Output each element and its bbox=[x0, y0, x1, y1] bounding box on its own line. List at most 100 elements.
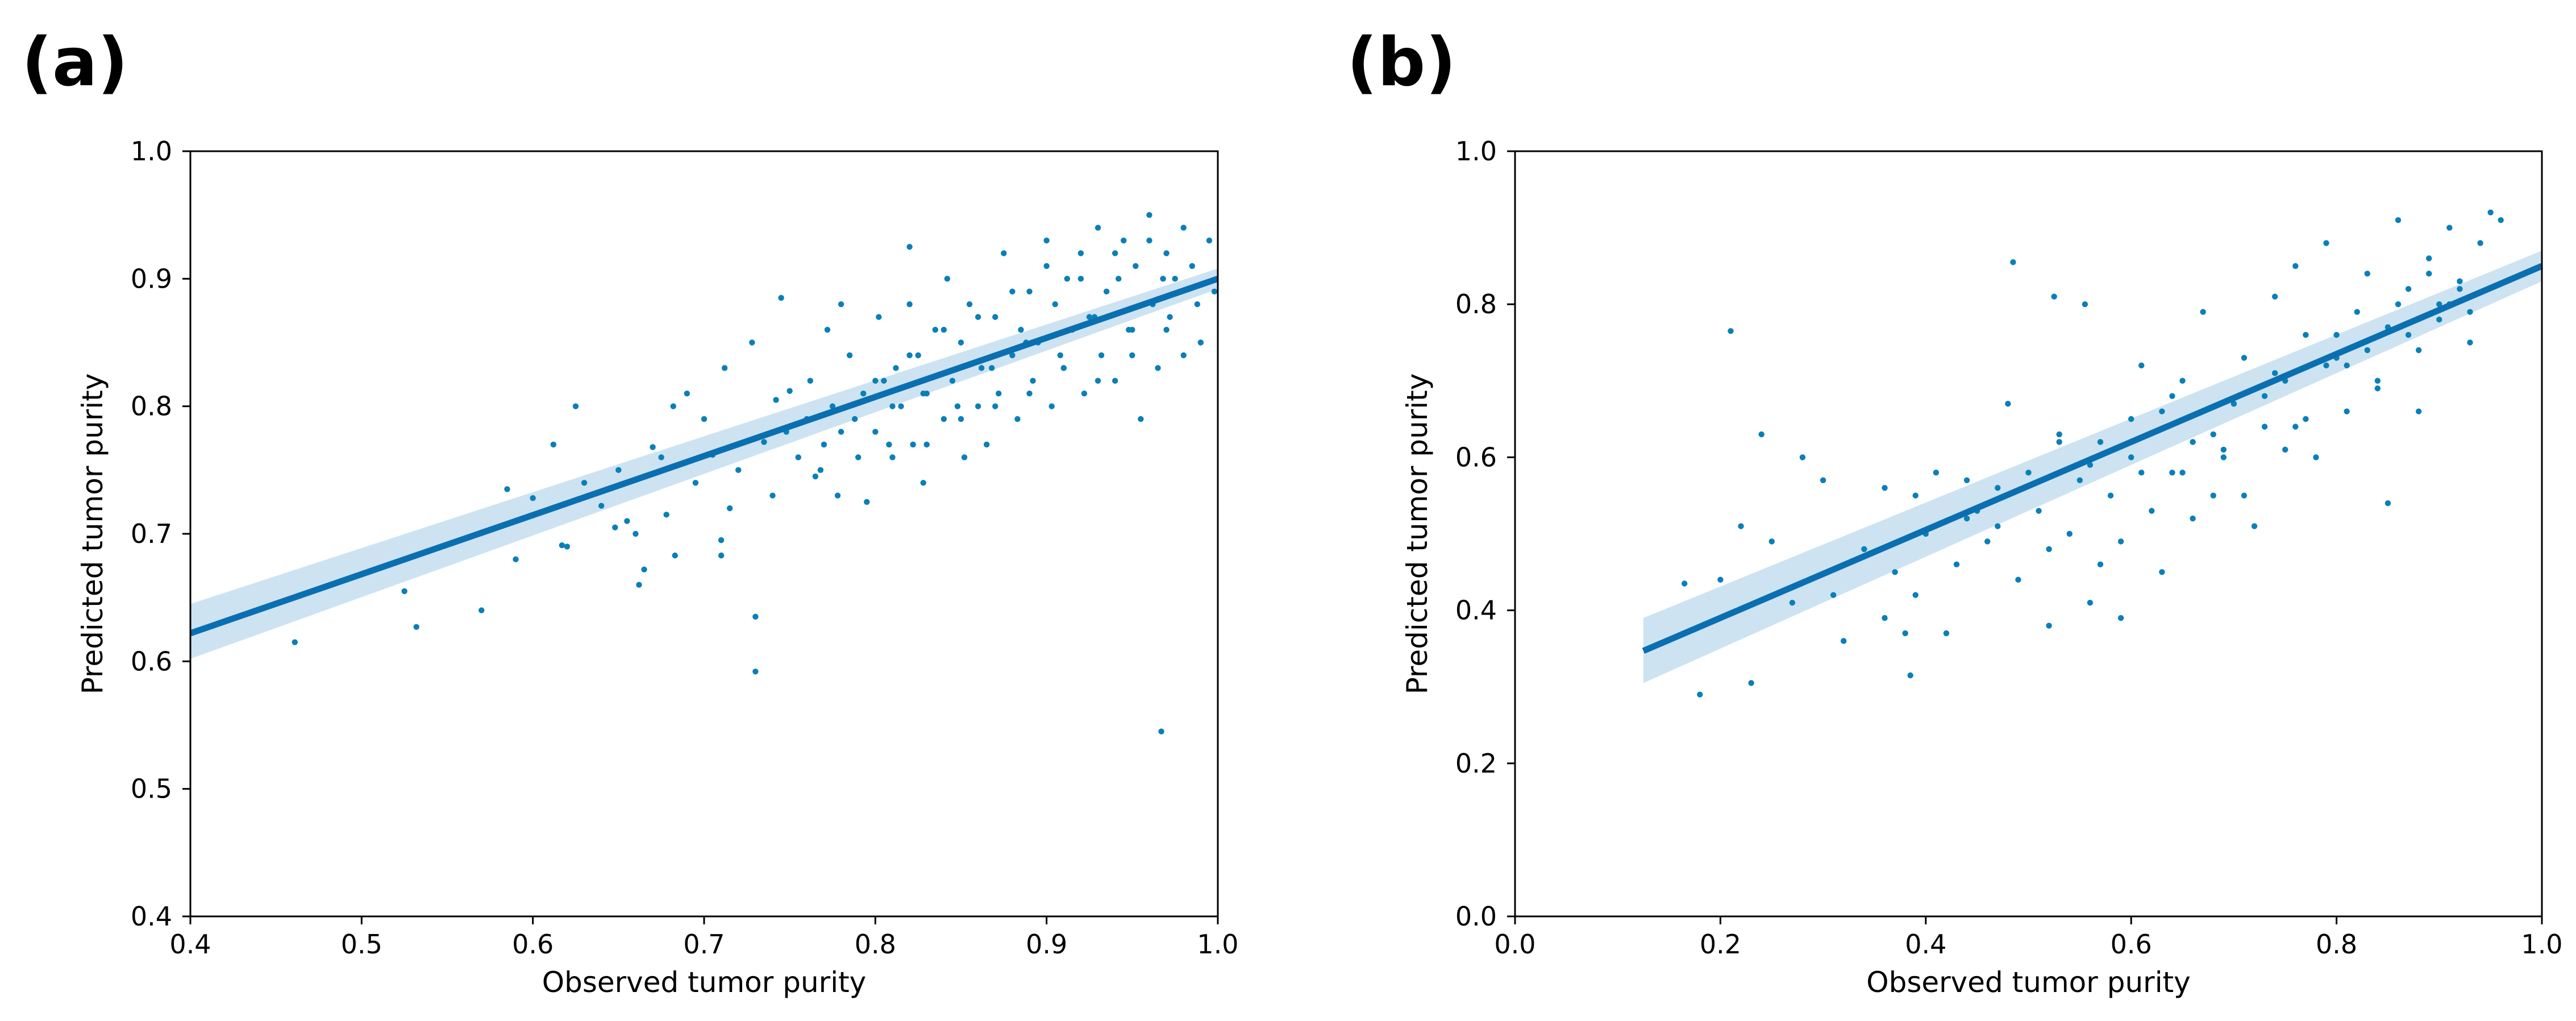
panel-b-data-point bbox=[2477, 240, 2483, 246]
panel-b-data-point bbox=[1907, 672, 1913, 679]
panel-a-points bbox=[292, 211, 1218, 734]
panel-b-data-point bbox=[2107, 492, 2114, 499]
panel-a-data-point bbox=[817, 467, 824, 474]
panel-b-data-point bbox=[2169, 470, 2175, 476]
panel-a-data-point bbox=[1133, 263, 1139, 269]
panel-b-data-point bbox=[2261, 424, 2268, 430]
panel-a-data-point bbox=[663, 512, 669, 518]
panel-a-data-point bbox=[886, 441, 892, 448]
panel-b-data-point bbox=[2010, 259, 2016, 265]
panel-b-data-point bbox=[1799, 454, 1806, 460]
panel-b-data-point bbox=[2271, 293, 2278, 300]
panel-a-data-point bbox=[1167, 314, 1173, 320]
panel-b-data-point bbox=[1912, 592, 1919, 598]
panel-a-data-point bbox=[1086, 314, 1093, 320]
panel-a-data-point bbox=[1057, 352, 1063, 359]
panel-b-data-point bbox=[2303, 331, 2309, 338]
panel-a-data-point bbox=[1095, 377, 1101, 384]
panel-a-data-point bbox=[795, 454, 801, 460]
panel-b-data-point bbox=[2117, 615, 2124, 621]
panel-b-data-point bbox=[1841, 638, 1847, 644]
panel-b: (b) 0.0 0.2 0.4 0.6 0.8 1.0 0.0 0.2 0.4 0.6 0.8 1.0 O… bbox=[1347, 23, 2563, 999]
panel-b-data-point bbox=[2323, 362, 2329, 369]
panel-a-y-tick-label: 0.5 bbox=[131, 774, 172, 804]
panel-b-data-point bbox=[2241, 492, 2248, 499]
panel-b-y-tick-label: 0.2 bbox=[1455, 748, 1497, 779]
panel-b-data-point bbox=[2087, 599, 2094, 606]
panel-a-data-point bbox=[1030, 377, 1036, 384]
panel-b-label: (b) bbox=[1347, 23, 1456, 101]
panel-a-data-point bbox=[898, 403, 904, 409]
panel-b-data-point bbox=[2200, 309, 2206, 315]
panel-b-data-point bbox=[2292, 263, 2299, 269]
panel-b-data-point bbox=[2313, 454, 2319, 460]
panel-b-data-point bbox=[1963, 515, 1970, 522]
panel-a-data-point bbox=[478, 607, 485, 613]
panel-a-data-point bbox=[1026, 391, 1033, 397]
panel-a-data-point bbox=[1112, 250, 1118, 256]
panel-a-data-point bbox=[958, 416, 964, 422]
panel-b-data-point bbox=[2261, 393, 2268, 399]
panel-a-data-point bbox=[752, 613, 759, 620]
panel-a-data-point bbox=[1009, 288, 1016, 294]
panel-a-data-point bbox=[1048, 403, 1055, 409]
panel-b-y-tick-label: 0.0 bbox=[1455, 901, 1497, 932]
panel-a-data-point bbox=[944, 276, 951, 282]
panel-b-data-point bbox=[2344, 362, 2350, 369]
panel-a-data-point bbox=[1129, 352, 1135, 359]
panel-b-data-point bbox=[2364, 347, 2371, 354]
panel-a-data-point bbox=[1077, 276, 1084, 282]
panel-a-data-point bbox=[1018, 326, 1024, 333]
panel-a-data-point bbox=[650, 444, 656, 450]
panel-b-data-point bbox=[1882, 485, 1888, 491]
panel-b-x-tick-label: 0.0 bbox=[1494, 929, 1535, 960]
panel-a-data-point bbox=[572, 403, 579, 409]
panel-a-data-point bbox=[906, 352, 913, 359]
panel-a-y-tick-label: 0.8 bbox=[131, 391, 172, 422]
panel-b-data-point bbox=[2374, 377, 2381, 384]
panel-a-data-point bbox=[992, 314, 998, 320]
panel-b-data-point bbox=[2015, 576, 2021, 583]
panel-a-data-point bbox=[672, 552, 678, 559]
panel-a-data-point bbox=[932, 326, 939, 333]
panel-a-data-point bbox=[1001, 250, 1007, 256]
panel-b-data-point bbox=[1902, 630, 1908, 637]
panel-a-data-point bbox=[975, 314, 981, 320]
panel-b-data-point bbox=[2051, 293, 2057, 300]
panel-a-data-point bbox=[1026, 288, 1033, 294]
panel-a-data-point bbox=[1155, 365, 1161, 371]
panel-b-data-point bbox=[2230, 400, 2237, 407]
panel-b-data-point bbox=[2179, 470, 2186, 476]
panel-a-data-point bbox=[812, 473, 819, 480]
panel-a-data-point bbox=[920, 391, 926, 397]
panel-a-data-point bbox=[1172, 276, 1178, 282]
panel-a-data-point bbox=[769, 492, 776, 499]
panel-a-data-point bbox=[612, 524, 618, 530]
panel-a-data-point bbox=[940, 326, 947, 333]
panel-b-data-point bbox=[2344, 408, 2350, 414]
panel-a-data-point bbox=[1060, 365, 1067, 371]
panel-a-data-point bbox=[641, 566, 647, 573]
panel-b-data-point bbox=[2210, 492, 2216, 499]
panel-b-data-point bbox=[1912, 492, 1919, 499]
panel-b-data-point bbox=[1758, 431, 1765, 438]
panel-a-data-point bbox=[881, 377, 887, 384]
panel-b-data-point bbox=[2364, 271, 2371, 277]
panel-b-data-point bbox=[1984, 538, 1991, 545]
panel-b-y-tick-label: 0.4 bbox=[1455, 595, 1497, 626]
panel-b-data-point bbox=[2025, 470, 2032, 476]
panel-a-data-point bbox=[910, 441, 916, 448]
panel-a-data-point bbox=[513, 556, 519, 563]
panel-b-data-point bbox=[2498, 217, 2504, 223]
panel-b-data-point bbox=[2457, 278, 2463, 285]
panel-a-data-point bbox=[752, 669, 759, 675]
panel-a-data-point bbox=[786, 388, 793, 394]
panel-b-data-point bbox=[2138, 470, 2145, 476]
panel-b-data-point bbox=[1728, 328, 1734, 334]
panel-a-y-tick-label: 0.7 bbox=[131, 518, 172, 549]
panel-b-x-tick-label: 0.2 bbox=[1700, 929, 1741, 960]
panel-b-data-point bbox=[2282, 446, 2288, 453]
panel-a-data-point bbox=[1180, 225, 1187, 231]
panel-a-data-point bbox=[872, 377, 879, 384]
